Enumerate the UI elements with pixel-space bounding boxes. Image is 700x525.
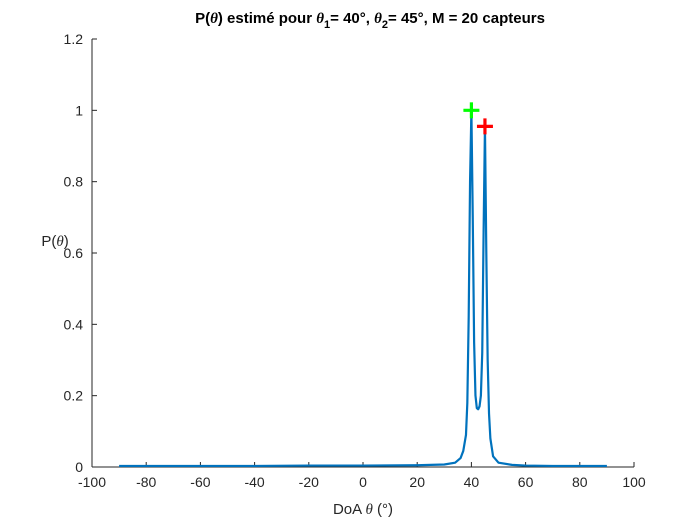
y-tick-label: 0.4: [64, 316, 84, 332]
y-tick-label: 1: [75, 102, 83, 118]
x-tick-label: 60: [518, 474, 534, 490]
y-tick-label: 0.8: [64, 174, 84, 190]
x-tick-label: 20: [409, 474, 425, 490]
peak-markers: [463, 102, 493, 135]
axes: [91, 39, 634, 468]
x-axis-ticks: -100 -80 -60 -40 -20 0 20 40 60 80 100: [78, 462, 646, 490]
x-tick-label: -20: [299, 474, 319, 490]
chart-title: P(θ) estimé pour θ1= 40°, θ2= 45°, M = 2…: [195, 10, 545, 31]
y-tick-label: 0: [75, 459, 83, 475]
x-tick-label: 80: [572, 474, 588, 490]
x-tick-label: 100: [622, 474, 646, 490]
peak-marker: [476, 118, 493, 135]
x-axis-label: DoA θ (°): [333, 501, 393, 518]
x-tick-label: -60: [190, 474, 210, 490]
x-tick-label: 0: [359, 474, 367, 490]
y-tick-label: 0.6: [64, 245, 84, 261]
peak-marker: [463, 102, 480, 119]
x-tick-label: -80: [136, 474, 156, 490]
y-axis-ticks: 0 0.2 0.4 0.6 0.8 1 1.2: [64, 31, 97, 475]
spectrum-line: [119, 109, 607, 468]
y-tick-label: 0.2: [64, 388, 84, 404]
x-tick-label: -100: [78, 474, 106, 490]
y-axis-label: P(θ): [41, 233, 68, 250]
x-tick-label: -40: [244, 474, 264, 490]
plot-area: [119, 109, 607, 468]
x-tick-label: 40: [464, 474, 480, 490]
y-tick-label: 1.2: [64, 31, 84, 47]
